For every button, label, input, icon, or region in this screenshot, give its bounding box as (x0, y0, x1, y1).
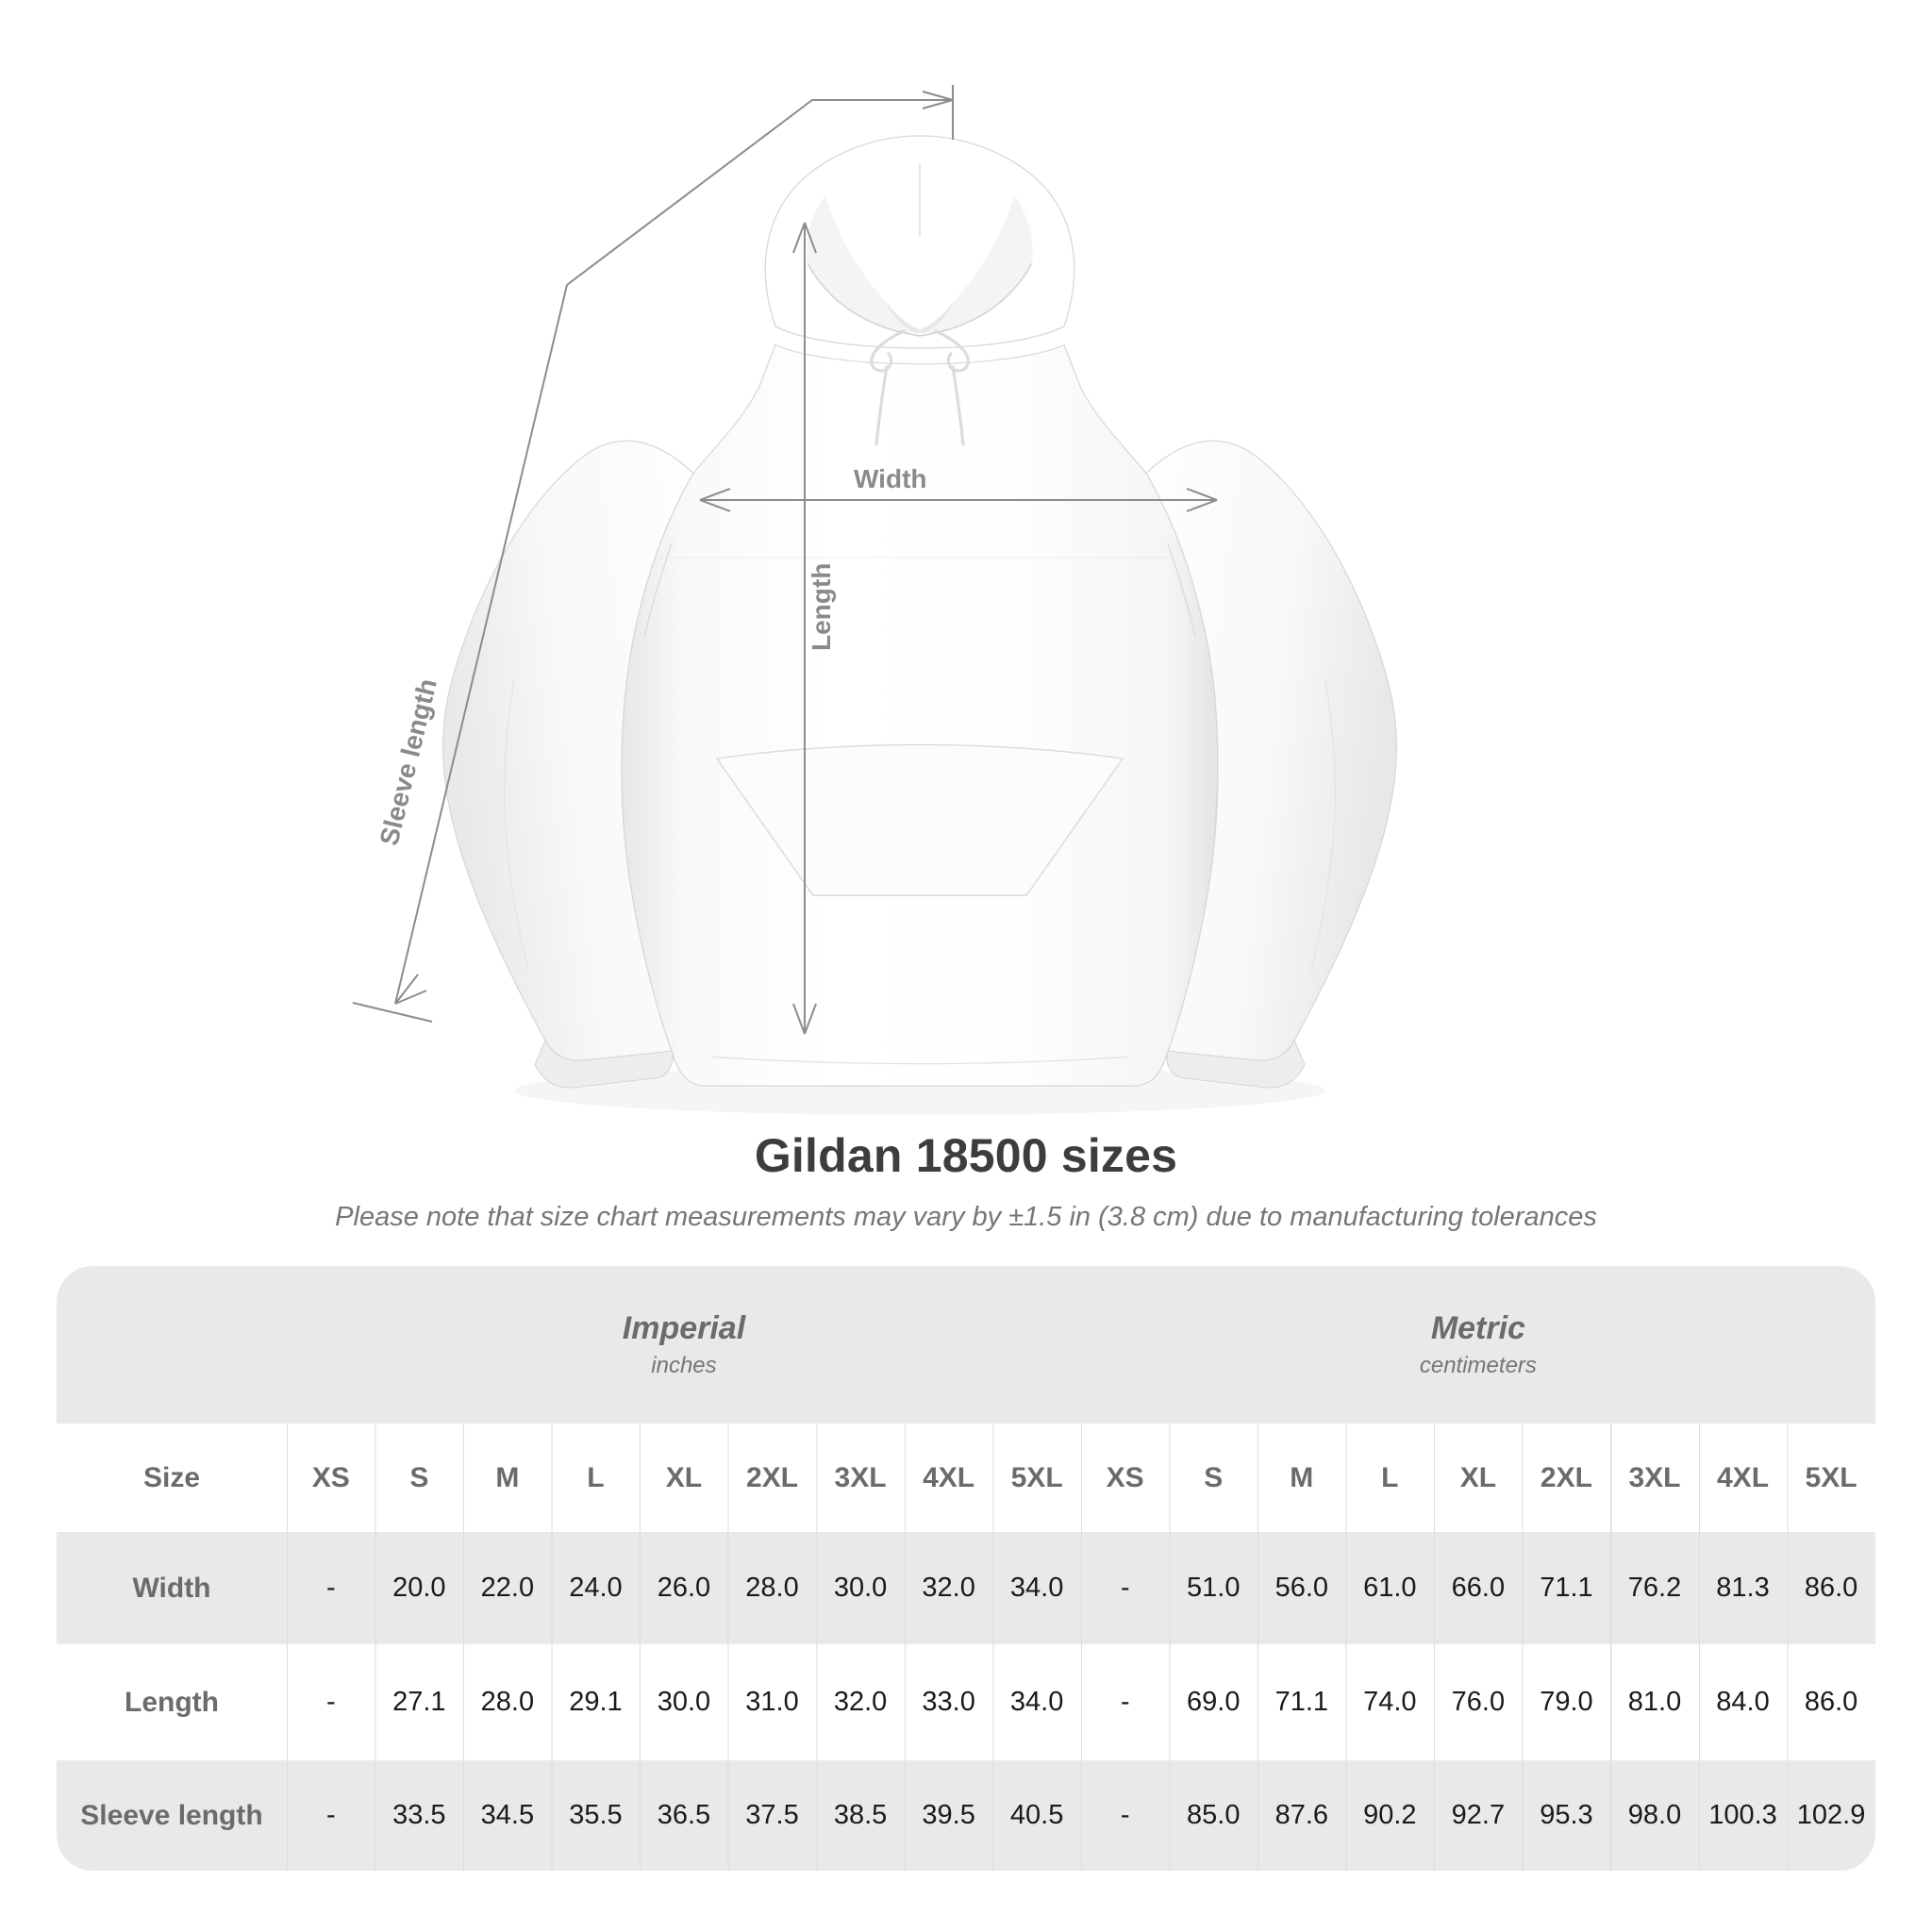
svg-text:Width: Width (854, 464, 927, 493)
svg-text:Length: Length (807, 563, 836, 651)
svg-text:Sleeve length: Sleeve length (375, 675, 442, 848)
